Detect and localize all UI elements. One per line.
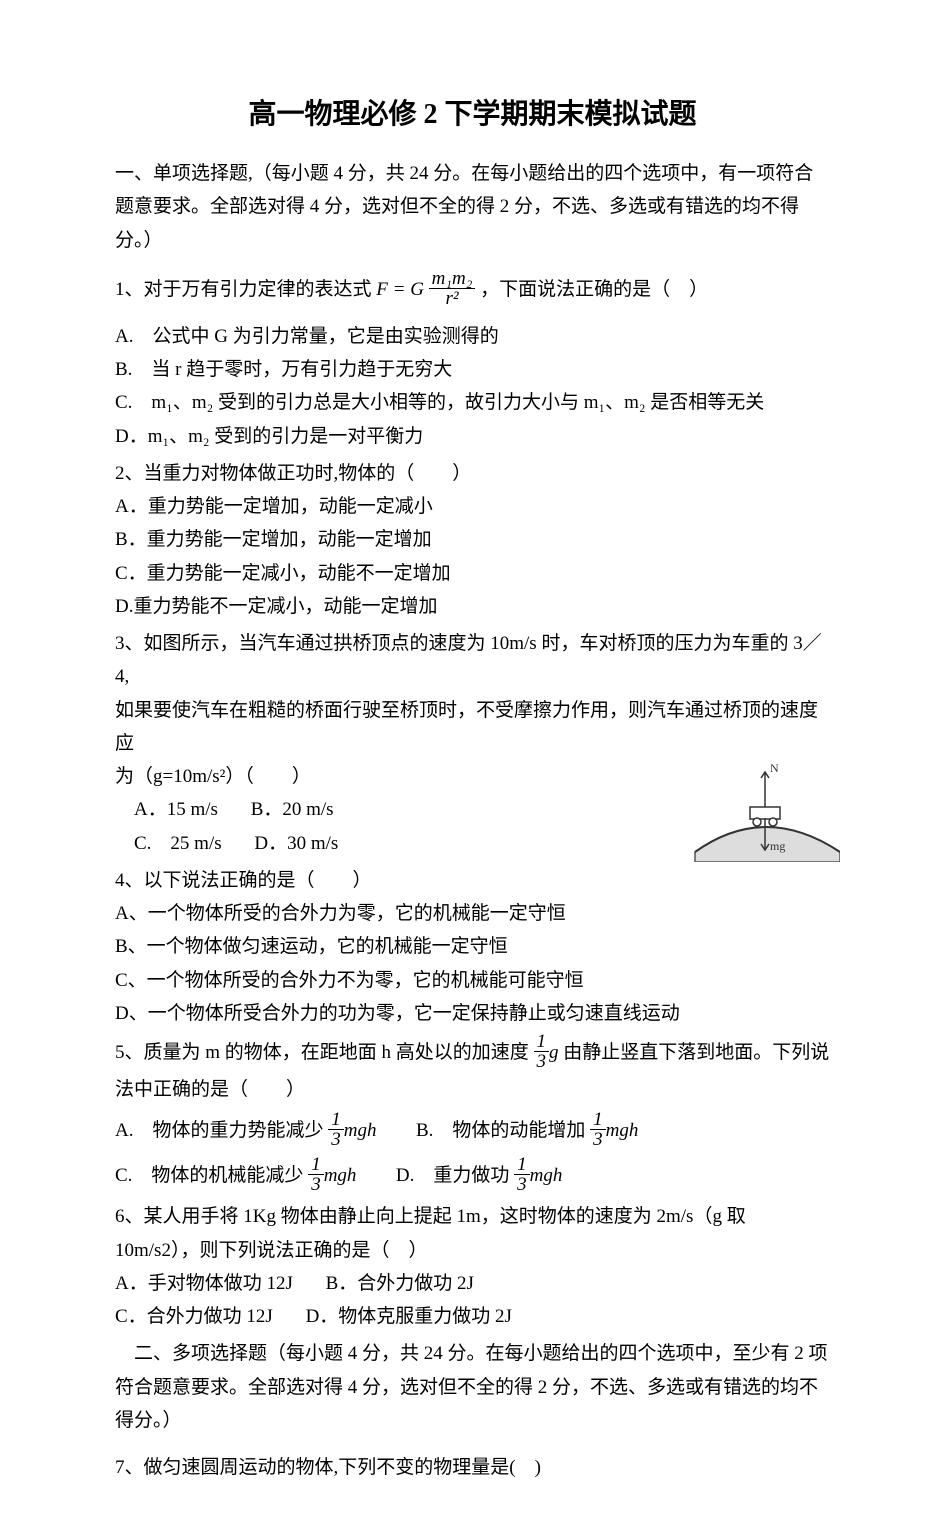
- q2-opt-d: D.重力势能不一定减小，动能一定增加: [115, 590, 830, 623]
- q2-opt-c: C．重力势能一定减小，动能不一定增加: [115, 557, 830, 590]
- q5-stem-a: 5、质量为 m 的物体，在距地面 h 高处以的加速度: [115, 1042, 529, 1063]
- q5-b-frac: 13: [590, 1110, 606, 1149]
- q3-l2: 如果要使汽车在粗糙的桥面行驶至桥顶时，不受摩擦力作用，则汽车通过桥顶的速度应: [115, 694, 830, 761]
- q2-opt-a: A．重力势能一定增加，动能一定减小: [115, 490, 830, 523]
- section1-instructions: 一、单项选择题,（每小题 4 分，共 24 分。在每小题给出的四个选项中，有一项…: [115, 157, 830, 257]
- question-4: 4、以下说法正确的是（ ） A、一个物体所受的合外力为零，它的机械能一定守恒 B…: [115, 864, 830, 1030]
- q1-opt-a: A. 公式中 G 为引力常量，它是由实验测得的: [115, 320, 830, 353]
- q5-stem-c: 法中正确的是（ ）: [115, 1073, 830, 1106]
- q4-stem: 4、以下说法正确的是（ ）: [115, 864, 830, 897]
- q3-opt-d: D．30 m/s: [254, 833, 338, 854]
- q6-opt-a: A．手对物体做功 12J: [115, 1273, 293, 1294]
- section2-instructions: 二、多项选择题（每小题 4 分，共 24 分。在每小题给出的四个选项中，至少有 …: [115, 1337, 830, 1437]
- q5-opt-c: C. 物体的机械能减少: [115, 1165, 303, 1186]
- q5-a-frac: 13: [328, 1110, 344, 1149]
- q5-stem-b: 由静止竖直下落到地面。下列说: [563, 1042, 829, 1063]
- q1-formula-lhs: F = G: [376, 279, 424, 300]
- q1-opt-d: D．m₁、m₂ 受到的引力是一对平衡力: [115, 420, 830, 453]
- q5-opt-b: B. 物体的动能增加: [416, 1120, 585, 1141]
- q5-frac-accel: 1 3: [534, 1032, 550, 1071]
- q6-opt-d: D．物体克服重力做功 2J: [306, 1306, 512, 1327]
- q1-formula-den: r²: [429, 289, 476, 308]
- q5-frac-den: 3: [534, 1052, 550, 1071]
- q1-stem-a: 1、对于万有引力定律的表达式: [115, 279, 372, 300]
- q4-opt-b: B、一个物体做匀速运动，它的机械能一定守恒: [115, 930, 830, 963]
- q5-c-frac: 13: [308, 1155, 324, 1194]
- q1-formula-frac: m₁m₂ r²: [429, 269, 476, 308]
- q5-g: g: [549, 1042, 559, 1063]
- q3-figure: N mg: [690, 752, 840, 862]
- q5-opt-a: A. 物体的重力势能减少: [115, 1120, 323, 1141]
- q7-stem: 7、做匀速圆周运动的物体,下列不变的物理量是( ): [115, 1451, 830, 1484]
- question-7: 7、做匀速圆周运动的物体,下列不变的物理量是( ): [115, 1451, 830, 1484]
- question-1: 1、对于万有引力定律的表达式 F = G m₁m₂ r² ，下面说法正确的是（ …: [115, 271, 830, 453]
- q2-stem: 2、当重力对物体做正功时,物体的（ ）: [115, 457, 830, 490]
- q6-stem: 6、某人用手将 1Kg 物体由静止向上提起 1m，这时物体的速度为 2m/s（g…: [115, 1200, 830, 1267]
- q1-stem-b: ，下面说法正确的是（ ）: [480, 279, 708, 300]
- question-3: 3、如图所示，当汽车通过拱桥顶点的速度为 10m/s 时，车对桥顶的压力为车重的…: [115, 627, 830, 860]
- q3-opt-c: C. 25 m/s: [134, 833, 222, 854]
- q2-opt-b: B．重力势能一定增加，动能一定增加: [115, 523, 830, 556]
- q5-opt-d: D. 重力做功: [396, 1165, 509, 1186]
- q5-d-tail: mgh: [530, 1165, 563, 1186]
- q3-opt-a: A．15 m/s: [134, 799, 218, 820]
- question-5: 5、质量为 m 的物体，在距地面 h 高处以的加速度 1 3 g 由静止竖直下落…: [115, 1034, 830, 1196]
- q4-opt-a: A、一个物体所受的合外力为零，它的机械能一定守恒: [115, 897, 830, 930]
- q4-opt-c: C、一个物体所受的合外力不为零，它的机械能可能守恒: [115, 964, 830, 997]
- q3-opt-b: B．20 m/s: [251, 799, 334, 820]
- q5-c-tail: mgh: [324, 1165, 357, 1186]
- q1-opt-c: C. m₁、m₂ 受到的引力总是大小相等的，故引力大小与 m₁、m₂ 是否相等无…: [115, 386, 830, 419]
- q6-opt-b: B．合外力做功 2J: [326, 1273, 474, 1294]
- page-title: 高一物理必修 2 下学期期末模拟试题: [115, 90, 830, 139]
- q3-l1: 3、如图所示，当汽车通过拱桥顶点的速度为 10m/s 时，车对桥顶的压力为车重的…: [115, 627, 830, 694]
- q1-opt-b: B. 当 r 趋于零时，万有引力趋于无穷大: [115, 353, 830, 386]
- q4-opt-d: D、一个物体所受合外力的功为零，它一定保持静止或匀速直线运动: [115, 997, 830, 1030]
- question-2: 2、当重力对物体做正功时,物体的（ ） A．重力势能一定增加，动能一定减小 B．…: [115, 457, 830, 623]
- question-6: 6、某人用手将 1Kg 物体由静止向上提起 1m，这时物体的速度为 2m/s（g…: [115, 1200, 830, 1333]
- q5-b-tail: mgh: [606, 1120, 639, 1141]
- q3-fig-label-mg: mg: [770, 839, 785, 853]
- q5-frac-num: 1: [534, 1032, 550, 1052]
- q5-a-tail: mgh: [344, 1120, 377, 1141]
- q3-fig-label-n: N: [770, 761, 779, 775]
- q5-d-frac: 13: [514, 1155, 530, 1194]
- q1-formula-num: m₁m₂: [429, 269, 476, 289]
- q6-opt-c: C．合外力做功 12J: [115, 1306, 273, 1327]
